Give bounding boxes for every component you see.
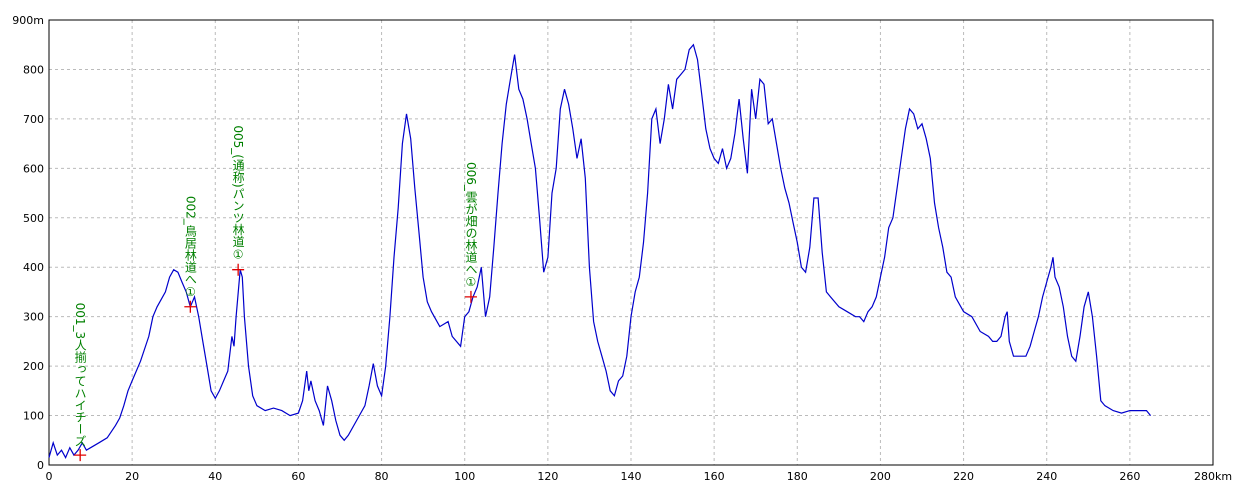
x-tick-label: 40 bbox=[208, 470, 222, 483]
y-tick-label: 300 bbox=[23, 311, 44, 324]
waypoint-label: 001_3人揃ってハイチーズ bbox=[73, 303, 87, 448]
waypoint-marker bbox=[74, 449, 87, 462]
waypoint-label: 002_鳥居林道へ① bbox=[183, 196, 197, 299]
x-tick-label: 120 bbox=[537, 470, 558, 483]
waypoint-marker bbox=[464, 290, 477, 303]
x-tick-label: 240 bbox=[1036, 470, 1057, 483]
waypoint-label: 006_雲が畑の林道へ① bbox=[464, 162, 478, 289]
x-tick-label: 80 bbox=[375, 470, 389, 483]
y-tick-label: 400 bbox=[23, 261, 44, 274]
y-tick-label: 600 bbox=[23, 162, 44, 175]
plot-frame bbox=[48, 19, 1214, 466]
y-tick-label: 800 bbox=[23, 63, 44, 76]
x-tick-label: 180 bbox=[787, 470, 808, 483]
x-tick-label: 60 bbox=[291, 470, 305, 483]
y-tick-label: 0 bbox=[37, 459, 44, 472]
x-tick-label: 200 bbox=[870, 470, 891, 483]
x-tick-label: 280km bbox=[1194, 470, 1232, 483]
waypoint-label: 005_(通称)パンツ林道① bbox=[231, 125, 245, 261]
waypoint-marker bbox=[232, 263, 245, 276]
y-tick-label: 900m bbox=[12, 14, 44, 27]
x-tick-label: 100 bbox=[454, 470, 475, 483]
y-tick-label: 700 bbox=[23, 113, 44, 126]
waypoint-marker bbox=[184, 300, 197, 313]
x-tick-label: 220 bbox=[953, 470, 974, 483]
x-tick-label: 260 bbox=[1119, 470, 1140, 483]
x-tick-label: 140 bbox=[621, 470, 642, 483]
elevation-line bbox=[48, 43, 1152, 459]
y-tick-label: 500 bbox=[23, 212, 44, 225]
x-tick-label: 160 bbox=[704, 470, 725, 483]
x-tick-label: 0 bbox=[46, 470, 53, 483]
x-tick-label: 20 bbox=[125, 470, 139, 483]
y-tick-label: 100 bbox=[23, 410, 44, 423]
y-tick-label: 200 bbox=[23, 360, 44, 373]
